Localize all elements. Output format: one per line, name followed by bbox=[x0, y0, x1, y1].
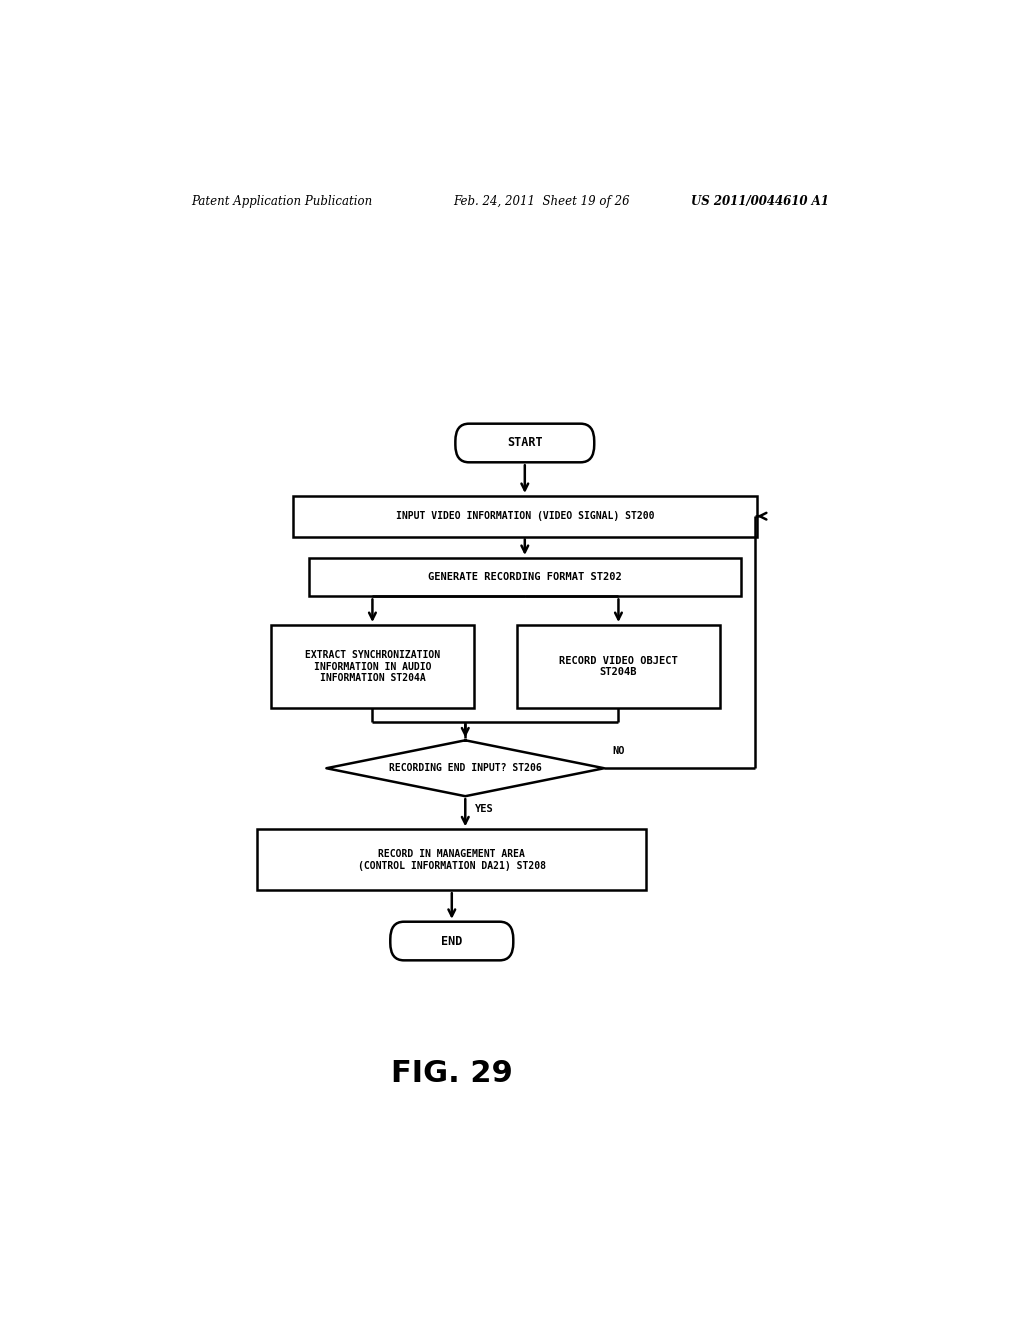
Text: EXTRACT SYNCHRONIZATION
INFORMATION IN AUDIO
INFORMATION ST204A: EXTRACT SYNCHRONIZATION INFORMATION IN A… bbox=[305, 649, 440, 684]
Text: END: END bbox=[441, 935, 463, 948]
FancyBboxPatch shape bbox=[293, 496, 757, 536]
FancyBboxPatch shape bbox=[308, 558, 741, 597]
FancyBboxPatch shape bbox=[456, 424, 594, 462]
Text: YES: YES bbox=[475, 804, 494, 814]
Text: Patent Application Publication: Patent Application Publication bbox=[191, 194, 373, 207]
Text: FIG. 29: FIG. 29 bbox=[391, 1059, 513, 1088]
Text: US 2011/0044610 A1: US 2011/0044610 A1 bbox=[691, 194, 829, 207]
Text: RECORD IN MANAGEMENT AREA
(CONTROL INFORMATION DA21) ST208: RECORD IN MANAGEMENT AREA (CONTROL INFOR… bbox=[357, 849, 546, 870]
Text: RECORDING END INPUT? ST206: RECORDING END INPUT? ST206 bbox=[389, 763, 542, 774]
FancyBboxPatch shape bbox=[271, 624, 474, 709]
Text: RECORD VIDEO OBJECT
ST204B: RECORD VIDEO OBJECT ST204B bbox=[559, 656, 678, 677]
FancyBboxPatch shape bbox=[390, 921, 513, 961]
Polygon shape bbox=[327, 741, 604, 796]
Text: INPUT VIDEO INFORMATION (VIDEO SIGNAL) ST200: INPUT VIDEO INFORMATION (VIDEO SIGNAL) S… bbox=[395, 511, 654, 521]
FancyBboxPatch shape bbox=[517, 624, 720, 709]
Text: NO: NO bbox=[612, 746, 625, 756]
Text: START: START bbox=[507, 437, 543, 450]
FancyBboxPatch shape bbox=[257, 829, 646, 890]
Text: Feb. 24, 2011  Sheet 19 of 26: Feb. 24, 2011 Sheet 19 of 26 bbox=[454, 194, 630, 207]
Text: GENERATE RECORDING FORMAT ST202: GENERATE RECORDING FORMAT ST202 bbox=[428, 572, 622, 582]
